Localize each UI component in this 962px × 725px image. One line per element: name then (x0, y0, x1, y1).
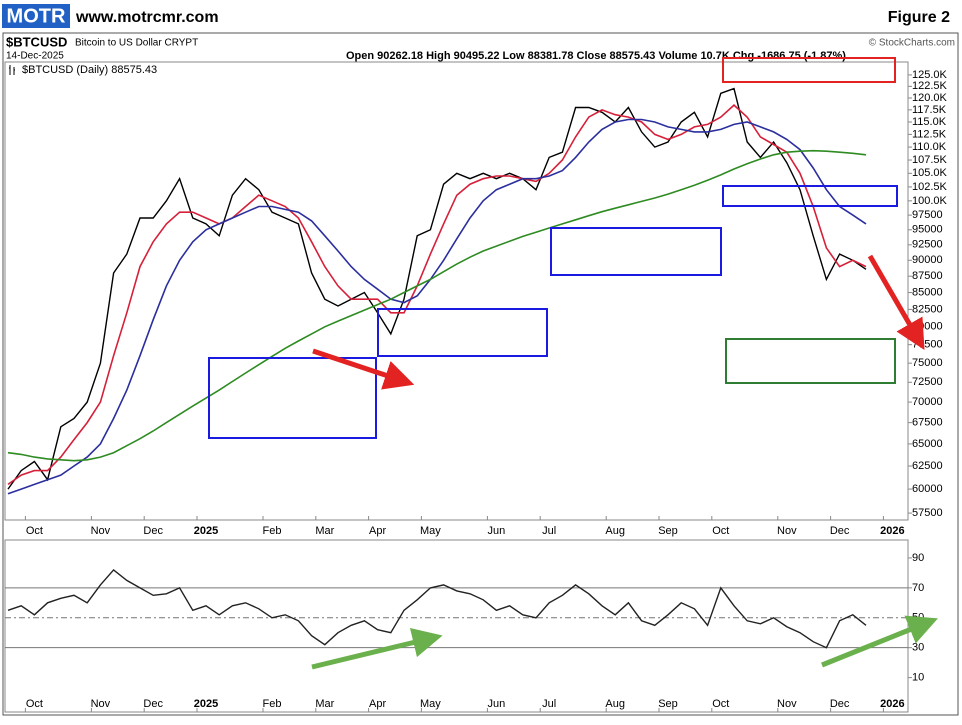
source: © StockCharts.com (869, 38, 955, 49)
logo: MOTR (7, 5, 66, 27)
y-tick-label: 67500 (912, 417, 943, 429)
y-tick-label: 75000 (912, 357, 943, 369)
y-tick-label: 87500 (912, 270, 943, 282)
x-tick-label: Apr (369, 698, 386, 710)
y-tick-label: 105.0K (912, 167, 948, 179)
x-tick-label: Dec (143, 525, 163, 537)
y-tick-label: 57500 (912, 507, 943, 519)
x-tick-label: Aug (605, 525, 625, 537)
arrow (867, 254, 925, 350)
y-tick-label: 107.5K (912, 154, 948, 166)
site: www.motrcmr.com (75, 9, 219, 26)
x-tick-label: Dec (830, 525, 850, 537)
y-tick-label: 62500 (912, 460, 943, 472)
x-tick-label: Feb (263, 525, 282, 537)
x-tick-label: May (420, 525, 441, 537)
x-tick-label: Nov (91, 525, 111, 537)
x-tick-label: Mar (315, 525, 334, 537)
x-tick-label: 2025 (194, 698, 218, 710)
rsi-panel (4, 539, 909, 713)
x-tick-label: 2026 (880, 525, 904, 537)
quote: Open 90262.18 High 90495.22 Low 88381.78… (346, 50, 846, 62)
x-tick-label: 2026 (880, 698, 904, 710)
legend-label: $BTCUSD (Daily) 88575.43 (22, 64, 157, 76)
series-line (7, 149, 867, 462)
x-tick-label: 2025 (194, 525, 218, 537)
y-tick-label: 30 (912, 642, 924, 654)
y-tick-label: 110.0K (912, 141, 947, 153)
y-tick-label: 117.5K (912, 104, 947, 116)
x-tick-label: May (420, 698, 441, 710)
support-box (722, 185, 898, 207)
x-tick-label: Aug (605, 698, 625, 710)
series-line (7, 104, 867, 486)
y-tick-label: 50 (912, 612, 924, 624)
y-tick-label: 10 (912, 672, 924, 684)
y-tick-label: 120.0K (912, 92, 948, 104)
x-tick-label: Jul (542, 525, 556, 537)
y-tick-label: 115.0K (912, 116, 947, 128)
y-tick-label: 122.5K (912, 80, 948, 92)
logo-box (2, 4, 70, 28)
arrow (312, 348, 415, 390)
arrow (311, 627, 443, 670)
x-tick-label: Apr (369, 525, 386, 537)
y-tick-label: 85000 (912, 286, 943, 298)
x-tick-label: Oct (26, 525, 43, 537)
y-tick-label: 65000 (912, 438, 943, 450)
arrow (821, 615, 938, 668)
series-line (7, 568, 867, 649)
x-tick-label: Dec (830, 698, 850, 710)
y-tick-label: 90 (912, 552, 924, 564)
y-tick-label: 97500 (912, 209, 943, 221)
y-tick-label: 70 (912, 582, 924, 594)
y-tick-label: 90000 (912, 254, 943, 266)
x-tick-label: Mar (315, 698, 334, 710)
chart-subtitle: Bitcoin to US Dollar CRYPT (75, 38, 198, 49)
x-tick-label: Nov (91, 698, 111, 710)
x-tick-label: Jul (542, 698, 556, 710)
y-tick-label: 95000 (912, 224, 943, 236)
x-tick-label: Feb (263, 698, 282, 710)
resistance-box (722, 57, 896, 83)
x-tick-label: Jun (488, 525, 506, 537)
price-panel (4, 61, 909, 521)
series-line (7, 87, 867, 490)
y-tick-label: 77500 (912, 339, 943, 351)
target-box (725, 338, 896, 384)
x-tick-label: Jun (488, 698, 506, 710)
y-tick-label: 80000 (912, 321, 943, 333)
y-tick-label: 92500 (912, 239, 943, 251)
support-box (377, 308, 548, 357)
x-tick-label: Dec (143, 698, 163, 710)
support-box (208, 357, 377, 439)
legend-icon (9, 65, 15, 75)
chart-date: 14-Dec-2025 (6, 51, 64, 62)
y-tick-label: 102.5K (912, 181, 948, 193)
y-tick-label: 112.5K (912, 128, 947, 140)
y-tick-label: 60000 (912, 483, 943, 495)
x-tick-label: Nov (777, 525, 797, 537)
series-line (7, 118, 867, 495)
y-tick-label: 82500 (912, 303, 943, 315)
x-tick-label: Oct (26, 698, 43, 710)
figure-label: Figure 2 (888, 9, 950, 26)
x-tick-label: Sep (658, 698, 678, 710)
y-tick-label: 70000 (912, 396, 943, 408)
x-tick-label: Oct (712, 698, 729, 710)
y-tick-label: 72500 (912, 376, 943, 388)
x-tick-label: Nov (777, 698, 797, 710)
chart-frame (2, 32, 959, 716)
x-tick-label: Sep (658, 525, 678, 537)
support-box (550, 227, 722, 276)
x-tick-label: Oct (712, 525, 729, 537)
chart-title: $BTCUSD (6, 34, 67, 49)
y-tick-label: 125.0K (912, 69, 948, 81)
y-tick-label: 100.0K (912, 195, 948, 207)
